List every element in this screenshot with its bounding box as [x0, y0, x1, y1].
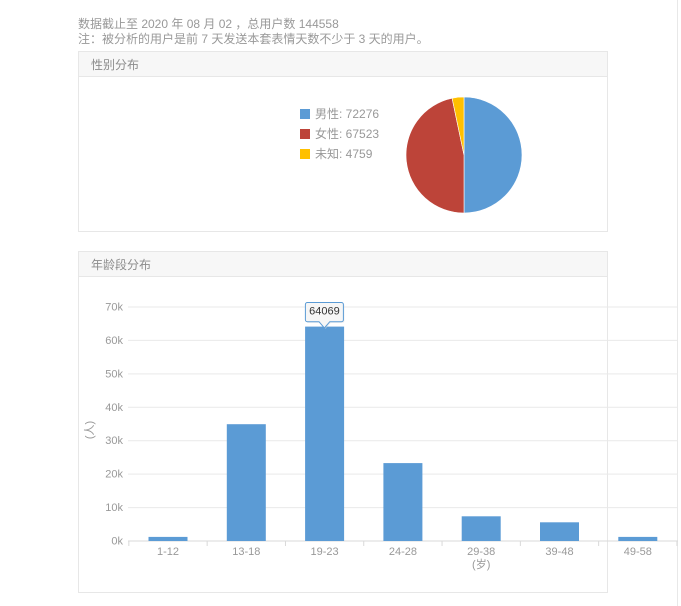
svg-text:1-12: 1-12 [157, 546, 179, 558]
svg-text:13-18: 13-18 [232, 546, 260, 558]
svg-text:0k: 0k [111, 536, 123, 548]
svg-text:64069: 64069 [309, 306, 340, 318]
svg-text:70k: 70k [105, 302, 123, 314]
svg-text:女性: 67523: 女性: 67523 [315, 126, 379, 141]
svg-text:(人): (人) [83, 421, 96, 439]
svg-text:30k: 30k [105, 435, 123, 447]
svg-text:(岁): (岁) [472, 557, 490, 571]
svg-text:49-58: 49-58 [624, 546, 652, 558]
svg-text:20k: 20k [105, 469, 123, 481]
svg-text:24-28: 24-28 [389, 546, 417, 558]
svg-text:10k: 10k [105, 502, 123, 514]
svg-text:60k: 60k [105, 335, 123, 347]
svg-text:39-48: 39-48 [545, 546, 573, 558]
svg-text:未知: 4759: 未知: 4759 [315, 147, 373, 161]
svg-text:50k: 50k [105, 368, 123, 380]
svg-text:男性: 72276: 男性: 72276 [315, 107, 379, 121]
svg-text:29-38: 29-38 [467, 546, 495, 558]
svg-text:19-23: 19-23 [311, 546, 339, 558]
svg-text:40k: 40k [105, 402, 123, 414]
